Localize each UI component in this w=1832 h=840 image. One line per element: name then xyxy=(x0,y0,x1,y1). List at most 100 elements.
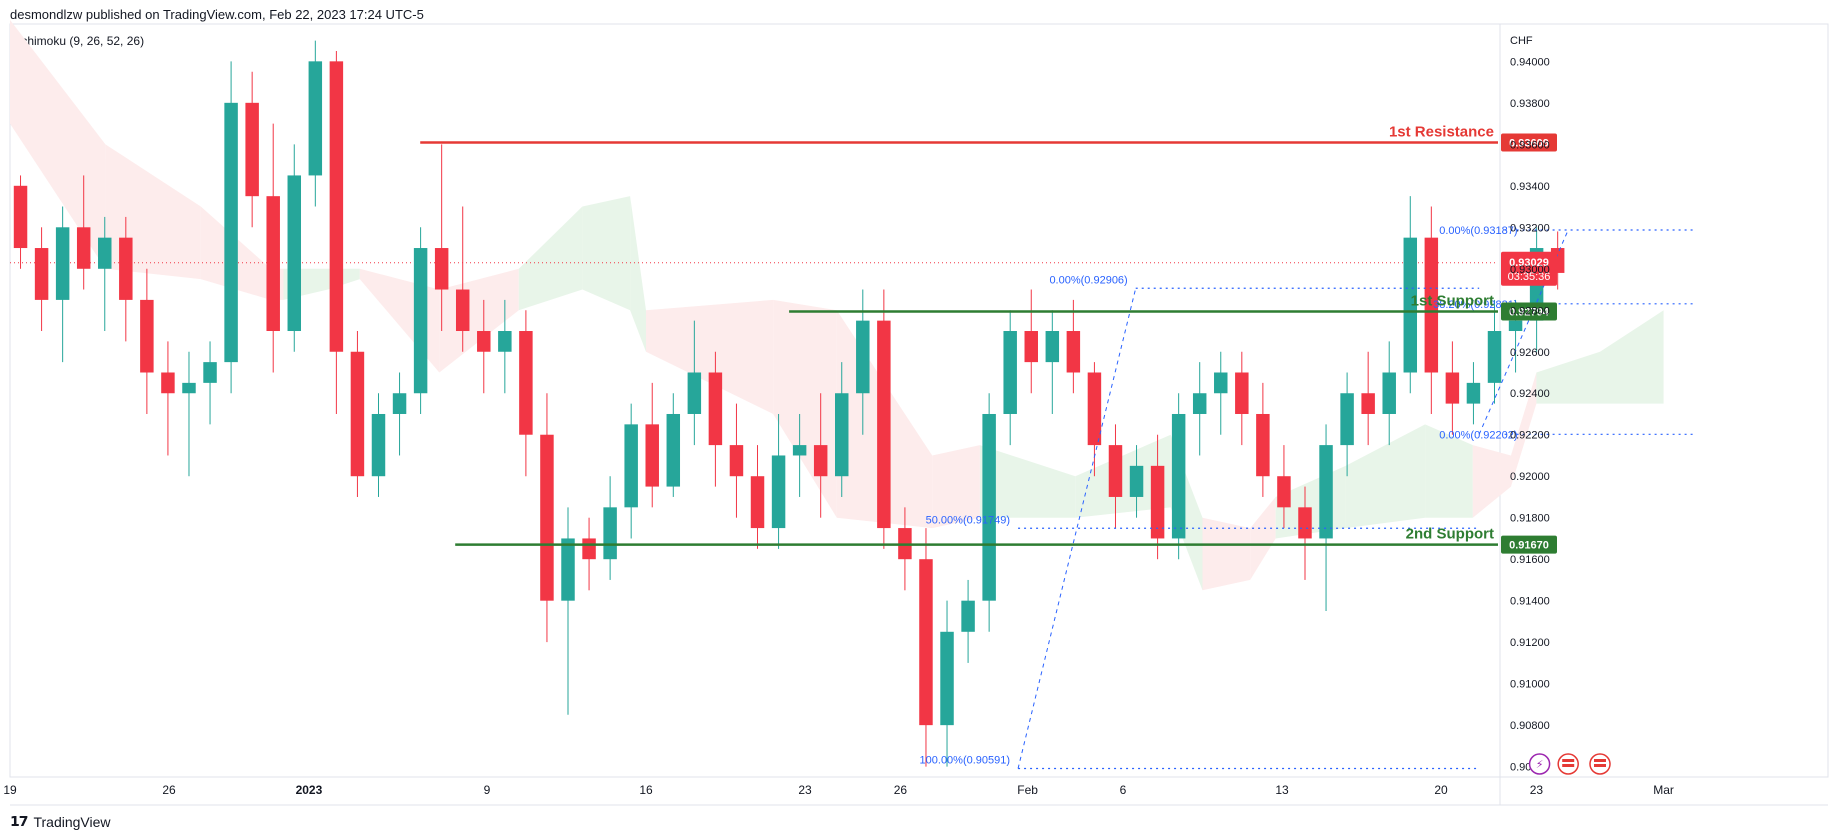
candle-body xyxy=(603,507,617,560)
candle-body xyxy=(1487,331,1502,383)
tradingview-logo-icon: 𝟭𝟳 xyxy=(10,813,29,829)
candle-body xyxy=(540,434,554,601)
candle-body xyxy=(1382,372,1396,414)
candle-body xyxy=(1045,331,1060,363)
candle-body xyxy=(434,248,449,290)
x-tick-label: 26 xyxy=(894,783,908,797)
price-tag-text: 0.92794 xyxy=(1509,307,1550,319)
y-tick-label: 0.93400 xyxy=(1510,181,1550,193)
ichimoku-cloud-segment xyxy=(932,445,980,529)
candle-body xyxy=(266,196,280,332)
y-tick-label: 0.91400 xyxy=(1510,596,1550,608)
candle-body xyxy=(371,413,386,477)
flag-stripe xyxy=(1594,759,1606,762)
x-tick-label: Feb xyxy=(1017,783,1038,797)
y-tick-label: 0.93200 xyxy=(1510,222,1550,234)
x-tick-label: 9 xyxy=(484,783,491,797)
ichimoku-cloud-segment xyxy=(439,268,519,373)
flag-stripe xyxy=(1562,759,1575,762)
candle-body xyxy=(877,320,891,529)
candle-body xyxy=(161,372,175,394)
x-tick-label: 6 xyxy=(1120,783,1127,797)
candle-body xyxy=(119,237,133,300)
candle-body xyxy=(1003,331,1017,414)
indicator-label: Ichimoku (9, 26, 52, 26) xyxy=(18,34,144,48)
tradingview-footer[interactable]: 𝟭𝟳 TradingView xyxy=(10,813,111,830)
candle-body xyxy=(76,227,91,269)
candle-body xyxy=(34,248,49,300)
price-tag xyxy=(1501,133,1557,152)
candle-body xyxy=(308,61,323,176)
candle-body xyxy=(1445,372,1460,404)
current-price-countdown: 03:35:36 xyxy=(1508,271,1551,283)
candle-body xyxy=(140,299,154,373)
candle-body xyxy=(1466,382,1481,404)
candle-body xyxy=(1024,331,1038,363)
flag-stripe xyxy=(1594,764,1606,767)
candle-body xyxy=(687,372,702,414)
candle-body xyxy=(1256,413,1270,477)
ichimoku-cloud-segment xyxy=(1536,351,1600,404)
candle-body xyxy=(1129,465,1144,497)
candle-body xyxy=(645,424,659,487)
candle-body xyxy=(1319,445,1333,539)
candle-body xyxy=(1171,413,1186,539)
ichimoku-cloud-segment xyxy=(582,196,631,311)
candle-body xyxy=(1298,507,1312,539)
candle-body xyxy=(1214,372,1228,394)
candle-body xyxy=(1424,237,1439,373)
y-tick-label: 0.94000 xyxy=(1510,56,1550,68)
candle-body xyxy=(13,185,28,249)
candle-body xyxy=(519,331,533,435)
level-label: 2nd Support xyxy=(1406,526,1494,543)
y-tick-label: 0.91200 xyxy=(1510,637,1550,649)
candle-body xyxy=(940,631,954,726)
y-tick-label: 0.91600 xyxy=(1510,554,1550,566)
currency-label: CHF xyxy=(1510,35,1533,47)
fib-left-trend-line xyxy=(1017,288,1137,769)
candle-body xyxy=(498,331,512,352)
ichimoku-cloud-segment xyxy=(1202,517,1251,591)
candle-body xyxy=(666,413,681,487)
fib-left-level-label: 100.00%(0.90591) xyxy=(920,754,1011,766)
x-tick-label: 16 xyxy=(639,783,653,797)
x-tick-label: 23 xyxy=(1530,783,1544,797)
candle-body xyxy=(1108,445,1123,497)
candle-body xyxy=(455,289,470,332)
candle-body xyxy=(1277,476,1291,508)
candle-body xyxy=(287,175,302,332)
candle-body xyxy=(708,372,723,446)
current-price-value: 0.93029 xyxy=(1509,257,1549,269)
y-tick-label: 0.91800 xyxy=(1510,513,1550,525)
y-tick-label: 0.92200 xyxy=(1510,430,1550,442)
fib-left-level-label: 0.00%(0.92906) xyxy=(1049,274,1127,286)
ichimoku-cloud-segment xyxy=(1345,424,1426,529)
candle-body xyxy=(792,445,807,456)
tradingview-brand: TradingView xyxy=(33,813,111,830)
x-tick-label: 2023 xyxy=(296,783,323,797)
candle-body xyxy=(1235,372,1249,414)
candle-body xyxy=(561,538,575,601)
y-tick-label: 0.90800 xyxy=(1510,720,1550,732)
ichimoku-cloud-segment xyxy=(979,445,1076,518)
ichimoku-cloud-segment xyxy=(630,196,646,352)
price-tag-text: 0.93609 xyxy=(1509,137,1549,149)
candle-body xyxy=(919,559,933,726)
fib-left-level-label: 50.00%(0.91749) xyxy=(926,514,1010,526)
candle-body xyxy=(729,445,744,477)
y-tick-label: 0.92400 xyxy=(1510,388,1550,400)
candle-body xyxy=(392,393,407,414)
ichimoku-cloud-segment xyxy=(1250,496,1276,580)
fib-right-level-label: 38.20%(0.92831) xyxy=(1433,299,1517,311)
candle-body xyxy=(1087,372,1102,446)
candle-body xyxy=(182,382,196,394)
candle-body xyxy=(813,445,828,477)
candle-body xyxy=(961,600,975,632)
price-tag xyxy=(1501,535,1557,554)
ichimoku-cloud-segment xyxy=(10,19,106,269)
fib-right-level-label: 0.00%(0.93187) xyxy=(1439,225,1517,237)
ichimoku-cloud-segment xyxy=(1600,310,1664,404)
candle-body xyxy=(835,393,849,477)
candle-body xyxy=(1150,465,1165,539)
